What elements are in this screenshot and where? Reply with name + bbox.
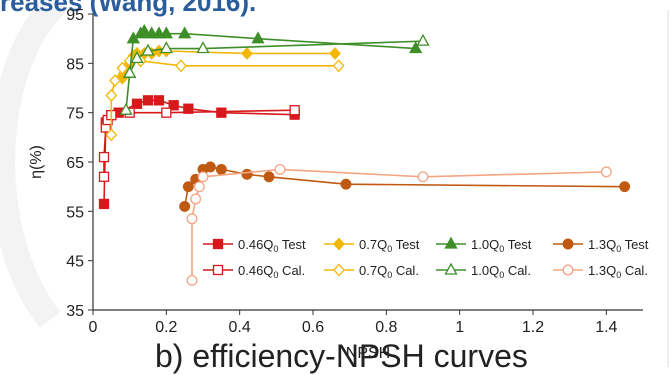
background-decoration bbox=[0, 0, 669, 367]
data-point bbox=[131, 98, 143, 109]
series-1-0q0-cal- bbox=[119, 33, 430, 115]
data-point bbox=[182, 181, 194, 193]
legend-label: 1.0Q0 Test bbox=[471, 237, 532, 254]
series-0-7q0-cal- bbox=[105, 54, 345, 142]
data-point bbox=[98, 171, 110, 182]
legend-label: 1.3Q0 Cal. bbox=[588, 263, 648, 280]
y-tick-label: 75 bbox=[66, 106, 84, 123]
data-point bbox=[175, 59, 187, 73]
legend-entry: 1.3Q0 Test bbox=[553, 237, 649, 254]
x-tick-label: 0.6 bbox=[302, 319, 324, 336]
data-point bbox=[137, 23, 151, 36]
data-point bbox=[186, 274, 198, 286]
legend-entry: 0.46Q0 Cal. bbox=[203, 263, 305, 280]
data-point bbox=[216, 107, 227, 118]
data-point bbox=[204, 161, 216, 173]
legend-entry: 1.3Q0 Cal. bbox=[553, 263, 648, 280]
legend-label: 1.3Q0 Test bbox=[588, 237, 649, 254]
legend-marker bbox=[333, 237, 345, 251]
legend-label: 0.46Q0 Test bbox=[238, 237, 306, 254]
data-point bbox=[274, 163, 286, 175]
data-point bbox=[109, 74, 121, 88]
x-tick-label: 0.4 bbox=[229, 319, 251, 336]
x-axis-title: NPSH bbox=[346, 345, 390, 362]
data-point bbox=[417, 171, 429, 183]
figure-caption-fragment: b) efficiency-NPSH curves bbox=[155, 338, 528, 374]
legend-entry: 1.0Q0 Test bbox=[436, 236, 532, 254]
series-1-0q0-test bbox=[123, 23, 423, 78]
series-line bbox=[128, 30, 416, 74]
data-point bbox=[123, 65, 137, 78]
data-point bbox=[98, 151, 110, 163]
x-tick-label: 0.2 bbox=[155, 319, 177, 336]
legend-entry: 1.0Q0 Cal. bbox=[436, 262, 531, 280]
x-tick-label: 1 bbox=[455, 319, 464, 336]
data-point bbox=[116, 61, 129, 75]
y-tick-label: 95 bbox=[66, 7, 84, 24]
data-point bbox=[161, 107, 172, 118]
y-axis-title: η(%) bbox=[28, 145, 45, 179]
legend-entry: 0.7Q0 Test bbox=[324, 237, 420, 254]
data-point bbox=[159, 41, 173, 54]
legend-marker bbox=[562, 238, 574, 250]
legend-marker bbox=[212, 238, 224, 250]
data-point bbox=[196, 41, 210, 54]
series-1-3q0-cal- bbox=[186, 163, 612, 286]
data-point bbox=[193, 181, 205, 193]
slide-heading-fragment: reases (Wang, 2016). bbox=[0, 0, 257, 17]
series-1-3q0-test bbox=[179, 161, 631, 212]
data-point bbox=[178, 26, 192, 39]
x-tick-label: 1.4 bbox=[595, 319, 617, 336]
data-point bbox=[340, 178, 352, 190]
data-point bbox=[183, 103, 194, 114]
data-point bbox=[263, 171, 275, 183]
legend-marker bbox=[444, 236, 458, 249]
y-tick-label: 85 bbox=[66, 56, 84, 73]
decorative-arc-left bbox=[0, 0, 69, 328]
data-point bbox=[409, 41, 423, 54]
data-point bbox=[215, 163, 227, 175]
legend-label: 1.0Q0 Cal. bbox=[471, 263, 531, 280]
data-point bbox=[105, 128, 118, 142]
data-point bbox=[241, 47, 253, 60]
data-point bbox=[98, 198, 110, 210]
data-point bbox=[190, 193, 202, 205]
data-point bbox=[179, 200, 191, 212]
y-tick-label: 35 bbox=[66, 303, 84, 320]
legend-marker bbox=[212, 264, 224, 276]
data-point bbox=[168, 100, 179, 111]
data-point bbox=[197, 171, 209, 183]
legend-marker bbox=[444, 262, 458, 275]
data-point bbox=[241, 168, 253, 180]
legend-label: 0.7Q0 Cal. bbox=[359, 263, 419, 280]
y-tick-label: 55 bbox=[66, 204, 84, 221]
data-point bbox=[332, 59, 345, 73]
data-point bbox=[119, 102, 133, 115]
data-point bbox=[416, 33, 430, 46]
data-point bbox=[105, 88, 118, 102]
data-point bbox=[619, 181, 631, 193]
legend-entry: 0.7Q0 Cal. bbox=[324, 263, 419, 280]
y-tick-label: 65 bbox=[66, 155, 84, 172]
data-point bbox=[600, 166, 612, 178]
legend-entry: 0.46Q0 Test bbox=[203, 237, 306, 254]
data-point bbox=[251, 31, 265, 44]
data-point bbox=[153, 95, 165, 106]
y-tick-label: 45 bbox=[66, 254, 84, 271]
legend-label: 0.46Q0 Cal. bbox=[238, 263, 305, 280]
data-point bbox=[159, 26, 173, 39]
data-point bbox=[186, 213, 198, 225]
data-point bbox=[329, 47, 341, 60]
legend-marker bbox=[333, 263, 345, 277]
legend-marker bbox=[562, 264, 574, 276]
efficiency-npsh-chart: 35 45 55 65 75 85 95 0 0.2 0.4 0.6 0.8 1 1.2 1.4 η(%) NP… bbox=[28, 7, 649, 362]
data-point bbox=[289, 105, 300, 116]
x-tick-label: 0.8 bbox=[375, 319, 397, 336]
data-point bbox=[130, 51, 144, 64]
legend-label: 0.7Q0 Test bbox=[359, 237, 420, 254]
x-tick-label: 0 bbox=[89, 319, 98, 336]
data-point bbox=[141, 43, 155, 56]
data-point bbox=[142, 95, 154, 106]
x-tick-label: 1.2 bbox=[522, 319, 544, 336]
